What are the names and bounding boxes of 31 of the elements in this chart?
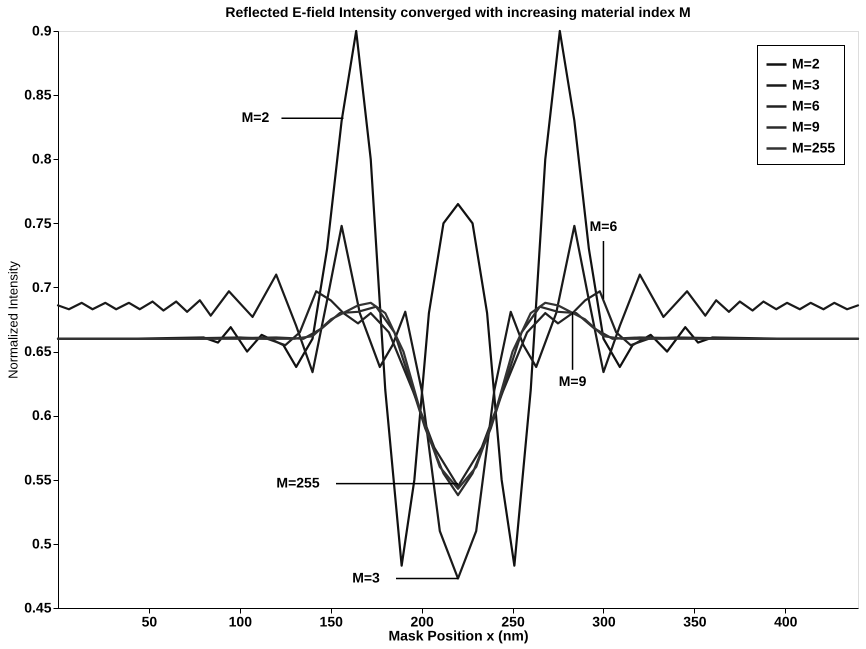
x-tick-label: 50 [142, 614, 158, 630]
x-tick-label: 150 [320, 614, 344, 630]
y-tick-label: 0.85 [24, 86, 52, 103]
annotation: M=3 [352, 570, 380, 586]
y-tick-label: 0.65 [24, 343, 52, 360]
legend-label: M=9 [792, 118, 820, 134]
x-tick-label: 350 [683, 614, 707, 630]
legend-label: M=255 [792, 140, 836, 156]
annotation: M=9 [558, 372, 587, 389]
y-tick-label: 0.55 [24, 471, 52, 488]
y-tick-label: 0.9 [32, 22, 52, 38]
x-tick-label: 100 [228, 614, 252, 630]
y-axis-title: Normalized Intensity [5, 260, 20, 379]
y-tick-label: 0.5 [32, 535, 52, 552]
y-tick-label: 0.75 [24, 214, 52, 231]
y-tick-label: 0.8 [32, 150, 52, 167]
annotation: M=2 [242, 109, 270, 126]
x-axis-title: Mask Position x (nm) [388, 628, 529, 644]
y-tick-label: 0.6 [32, 407, 52, 424]
annotation: M=6 [590, 218, 618, 234]
x-tick-label: 400 [774, 614, 798, 630]
x-tick-label: 300 [592, 614, 616, 630]
x-tick-label: 200 [410, 614, 434, 630]
y-tick-label: 0.45 [24, 600, 52, 616]
legend-label: M=6 [792, 98, 820, 114]
annotation: M=255 [276, 474, 320, 491]
legend-label: M=3 [792, 76, 820, 92]
chart-title: Reflected E-field Intensity converged with increasing material index M [225, 4, 691, 20]
x-tick-label: 250 [501, 614, 525, 630]
legend-label: M=2 [792, 56, 820, 72]
y-tick-label: 0.7 [32, 278, 52, 295]
